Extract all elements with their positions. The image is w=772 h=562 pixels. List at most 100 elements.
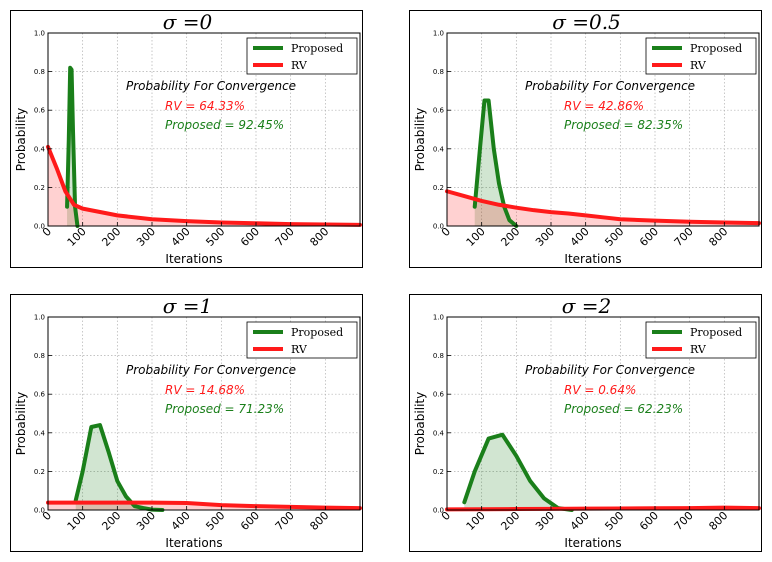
y-tick-label: 0.6 [433, 391, 445, 399]
annotation-rv: RV = 0.64% [564, 383, 636, 397]
legend-label-rv: RV [291, 343, 308, 356]
series-line-proposed [472, 98, 519, 228]
series-fill-rv [48, 146, 360, 226]
y-tick-label: 0.6 [34, 107, 46, 115]
y-tick-label: 1.0 [433, 30, 444, 38]
x-tick-label: 700 [273, 225, 297, 249]
x-tick-label: 500 [203, 509, 227, 533]
x-tick-label: 700 [672, 225, 696, 249]
legend-label-rv: RV [291, 59, 308, 72]
annotation-title: Probability For Convergence [525, 79, 695, 93]
legend-box [645, 37, 757, 75]
chart-title: σ =0.5 [552, 11, 621, 34]
y-axis-label: Probability [14, 392, 28, 455]
chart-svg: σ =20.00.20.40.60.81.00 100 200 300 400 500 60… [413, 295, 761, 550]
y-tick-label: 0.0 [34, 223, 45, 231]
series-line-rv [445, 505, 761, 512]
x-tick-label: 800 [706, 225, 730, 249]
plot-frame [47, 32, 361, 227]
annotation-proposed: Proposed = 71.23% [165, 402, 284, 416]
chart-title: σ =2 [562, 295, 612, 318]
annotation-proposed: Proposed = 62.23% [564, 402, 683, 416]
x-tick-label: 700 [672, 509, 696, 533]
x-tick-label: 400 [169, 225, 193, 249]
x-tick-label: 400 [568, 225, 592, 249]
chart-panel-sigma-0-5: σ =0.5 0.0 0.2 0.4 0.6 0.8 1.0 0 100 200 300 400 500… [409, 10, 762, 268]
legend-box [246, 321, 358, 359]
x-tick-label: 800 [307, 509, 331, 533]
x-tick-label: 300 [533, 225, 557, 249]
x-tick-label: 600 [238, 225, 262, 249]
legend-label-rv: RV [690, 343, 707, 356]
annotation-proposed: Proposed = 92.45% [165, 118, 284, 132]
y-tick-label: 1.0 [34, 30, 45, 38]
x-tick-label: 200 [498, 225, 522, 249]
x-tick-label: 600 [238, 509, 262, 533]
y-tick-label: 0.6 [34, 391, 46, 399]
series-line-proposed [462, 432, 574, 512]
x-tick-label: 600 [637, 509, 661, 533]
y-tick-label: 0.6 [433, 107, 445, 115]
x-tick-label: 300 [134, 509, 158, 533]
x-tick-label: 100 [65, 225, 89, 249]
x-tick-label: 500 [203, 225, 227, 249]
x-tick-label: 200 [498, 509, 522, 533]
x-tick-label: 300 [533, 509, 557, 533]
series-line-rv [46, 500, 362, 511]
chart-panel-sigma-0: σ =0 0.0 0.2 0.4 0.6 0.8 1.0 0 100 200 300 400 500 60… [10, 10, 363, 268]
x-axis-label: Iterations [165, 252, 222, 266]
series-line-rv [445, 189, 761, 226]
x-tick-label: 800 [706, 509, 730, 533]
x-tick-label: 600 [637, 225, 661, 249]
x-tick-label: 800 [307, 225, 331, 249]
annotation-proposed: Proposed = 82.35% [564, 118, 683, 132]
y-tick-label: 0.4 [433, 145, 445, 153]
annotation-rv: RV = 64.33% [165, 99, 245, 113]
legend-label-rv: RV [690, 59, 707, 72]
x-tick-label: 0 [40, 509, 54, 523]
x-tick-label: 200 [99, 509, 123, 533]
chart-panel-sigma-2: σ =2 0.0 0.2 0.4 0.6 0.8 1.0 0 100 200 300 400 500 60… [409, 294, 762, 552]
y-tick-label: 1.0 [433, 314, 444, 322]
y-tick-label: 0.0 [34, 507, 45, 515]
plot-frame [446, 316, 760, 511]
annotation-title: Probability For Convergence [525, 363, 695, 377]
legend-label-proposed: Proposed [291, 326, 343, 339]
x-tick-label: 100 [65, 509, 89, 533]
x-tick-label: 0 [40, 225, 54, 239]
series-line-proposed [73, 423, 165, 512]
series-fill-rv [447, 191, 759, 226]
legend-box [645, 321, 757, 359]
y-tick-label: 0.8 [433, 68, 444, 76]
chart-panel-sigma-1: σ =1 0.0 0.2 0.4 0.6 0.8 1.0 0 100 200 300 400 500 60… [10, 294, 363, 552]
chart-svg: σ =0.5 0.0 0.2 0.4 0.6 0.8 1.0 0 100 200 300 400 500… [413, 11, 761, 266]
annotation-rv: RV = 14.68% [165, 383, 245, 397]
x-axis-label: Iterations [564, 252, 621, 266]
x-tick-label: 400 [169, 509, 193, 533]
legend-label-proposed: Proposed [291, 42, 343, 55]
y-tick-label: 0.2 [34, 468, 45, 476]
x-tick-label: 100 [464, 509, 488, 533]
y-tick-label: 1.0 [34, 314, 45, 322]
y-axis-label: Probability [14, 108, 28, 171]
annotation-rv: RV = 42.86% [564, 99, 644, 113]
legend-label-proposed: Proposed [690, 42, 742, 55]
y-tick-label: 0.4 [34, 145, 46, 153]
chart-svg: σ =0 0.0 0.2 0.4 0.6 0.8 1.0 0 100 200 300 400 500 60… [14, 11, 362, 266]
legend-label-proposed: Proposed [690, 326, 742, 339]
x-tick-label: 100 [464, 225, 488, 249]
y-tick-label: 0.8 [34, 352, 45, 360]
y-tick-label: 0.0 [433, 223, 444, 231]
series-fill-proposed [75, 425, 163, 510]
annotation-title: Probability For Convergence [126, 79, 296, 93]
x-tick-label: 500 [602, 225, 626, 249]
y-tick-label: 0.8 [433, 352, 444, 360]
chart-title: σ =0 [163, 11, 213, 34]
x-axis-label: Iterations [564, 536, 621, 550]
x-tick-label: 700 [273, 509, 297, 533]
x-axis-label: Iterations [165, 536, 222, 550]
plot-frame [47, 316, 361, 511]
plot-frame [446, 32, 760, 227]
x-tick-label: 300 [134, 225, 158, 249]
y-tick-label: 0.0 [433, 507, 444, 515]
